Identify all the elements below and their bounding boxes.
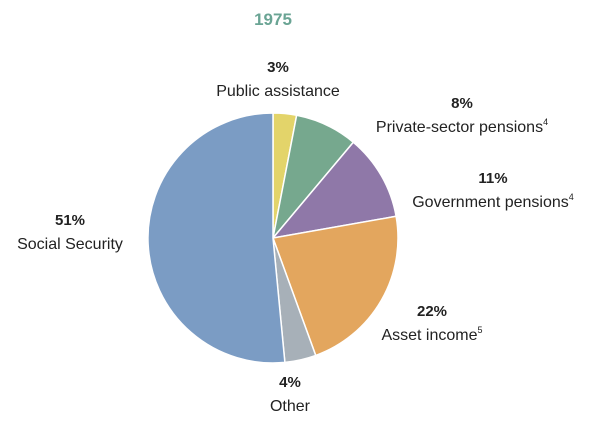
slice-label-public-assistance: Public assistance: [216, 83, 340, 100]
footnote-marker: 4: [543, 117, 548, 127]
slice-label-social-security: Social Security: [17, 236, 123, 253]
slice-percent-social-security: 51%: [55, 212, 85, 229]
slice-label-private-sector-pensions: Private-sector pensions4: [376, 117, 548, 136]
chart-title: 1975: [254, 10, 292, 29]
pie-slice-government-pensions: [271, 141, 397, 240]
pie-slice-social-security: [147, 112, 286, 364]
pie-slice-asset-income: [271, 215, 399, 357]
pie-slices: [147, 112, 399, 364]
slice-label-asset-income: Asset income5: [381, 325, 482, 344]
slice-percent-other: 4%: [279, 374, 301, 391]
slice-percent-public-assistance: 3%: [267, 59, 289, 76]
slice-label-government-pensions: Government pensions4: [412, 192, 574, 211]
slice-percent-asset-income: 22%: [417, 303, 447, 320]
slice-labels: 3% Public assistance 8% Private-sector pens…: [17, 59, 574, 415]
slice-label-other: Other: [270, 398, 311, 415]
footnote-marker: 4: [569, 192, 574, 202]
slice-percent-private-sector-pensions: 8%: [451, 95, 473, 112]
slice-percent-government-pensions: 11%: [478, 170, 507, 187]
footnote-marker: 5: [478, 325, 483, 335]
